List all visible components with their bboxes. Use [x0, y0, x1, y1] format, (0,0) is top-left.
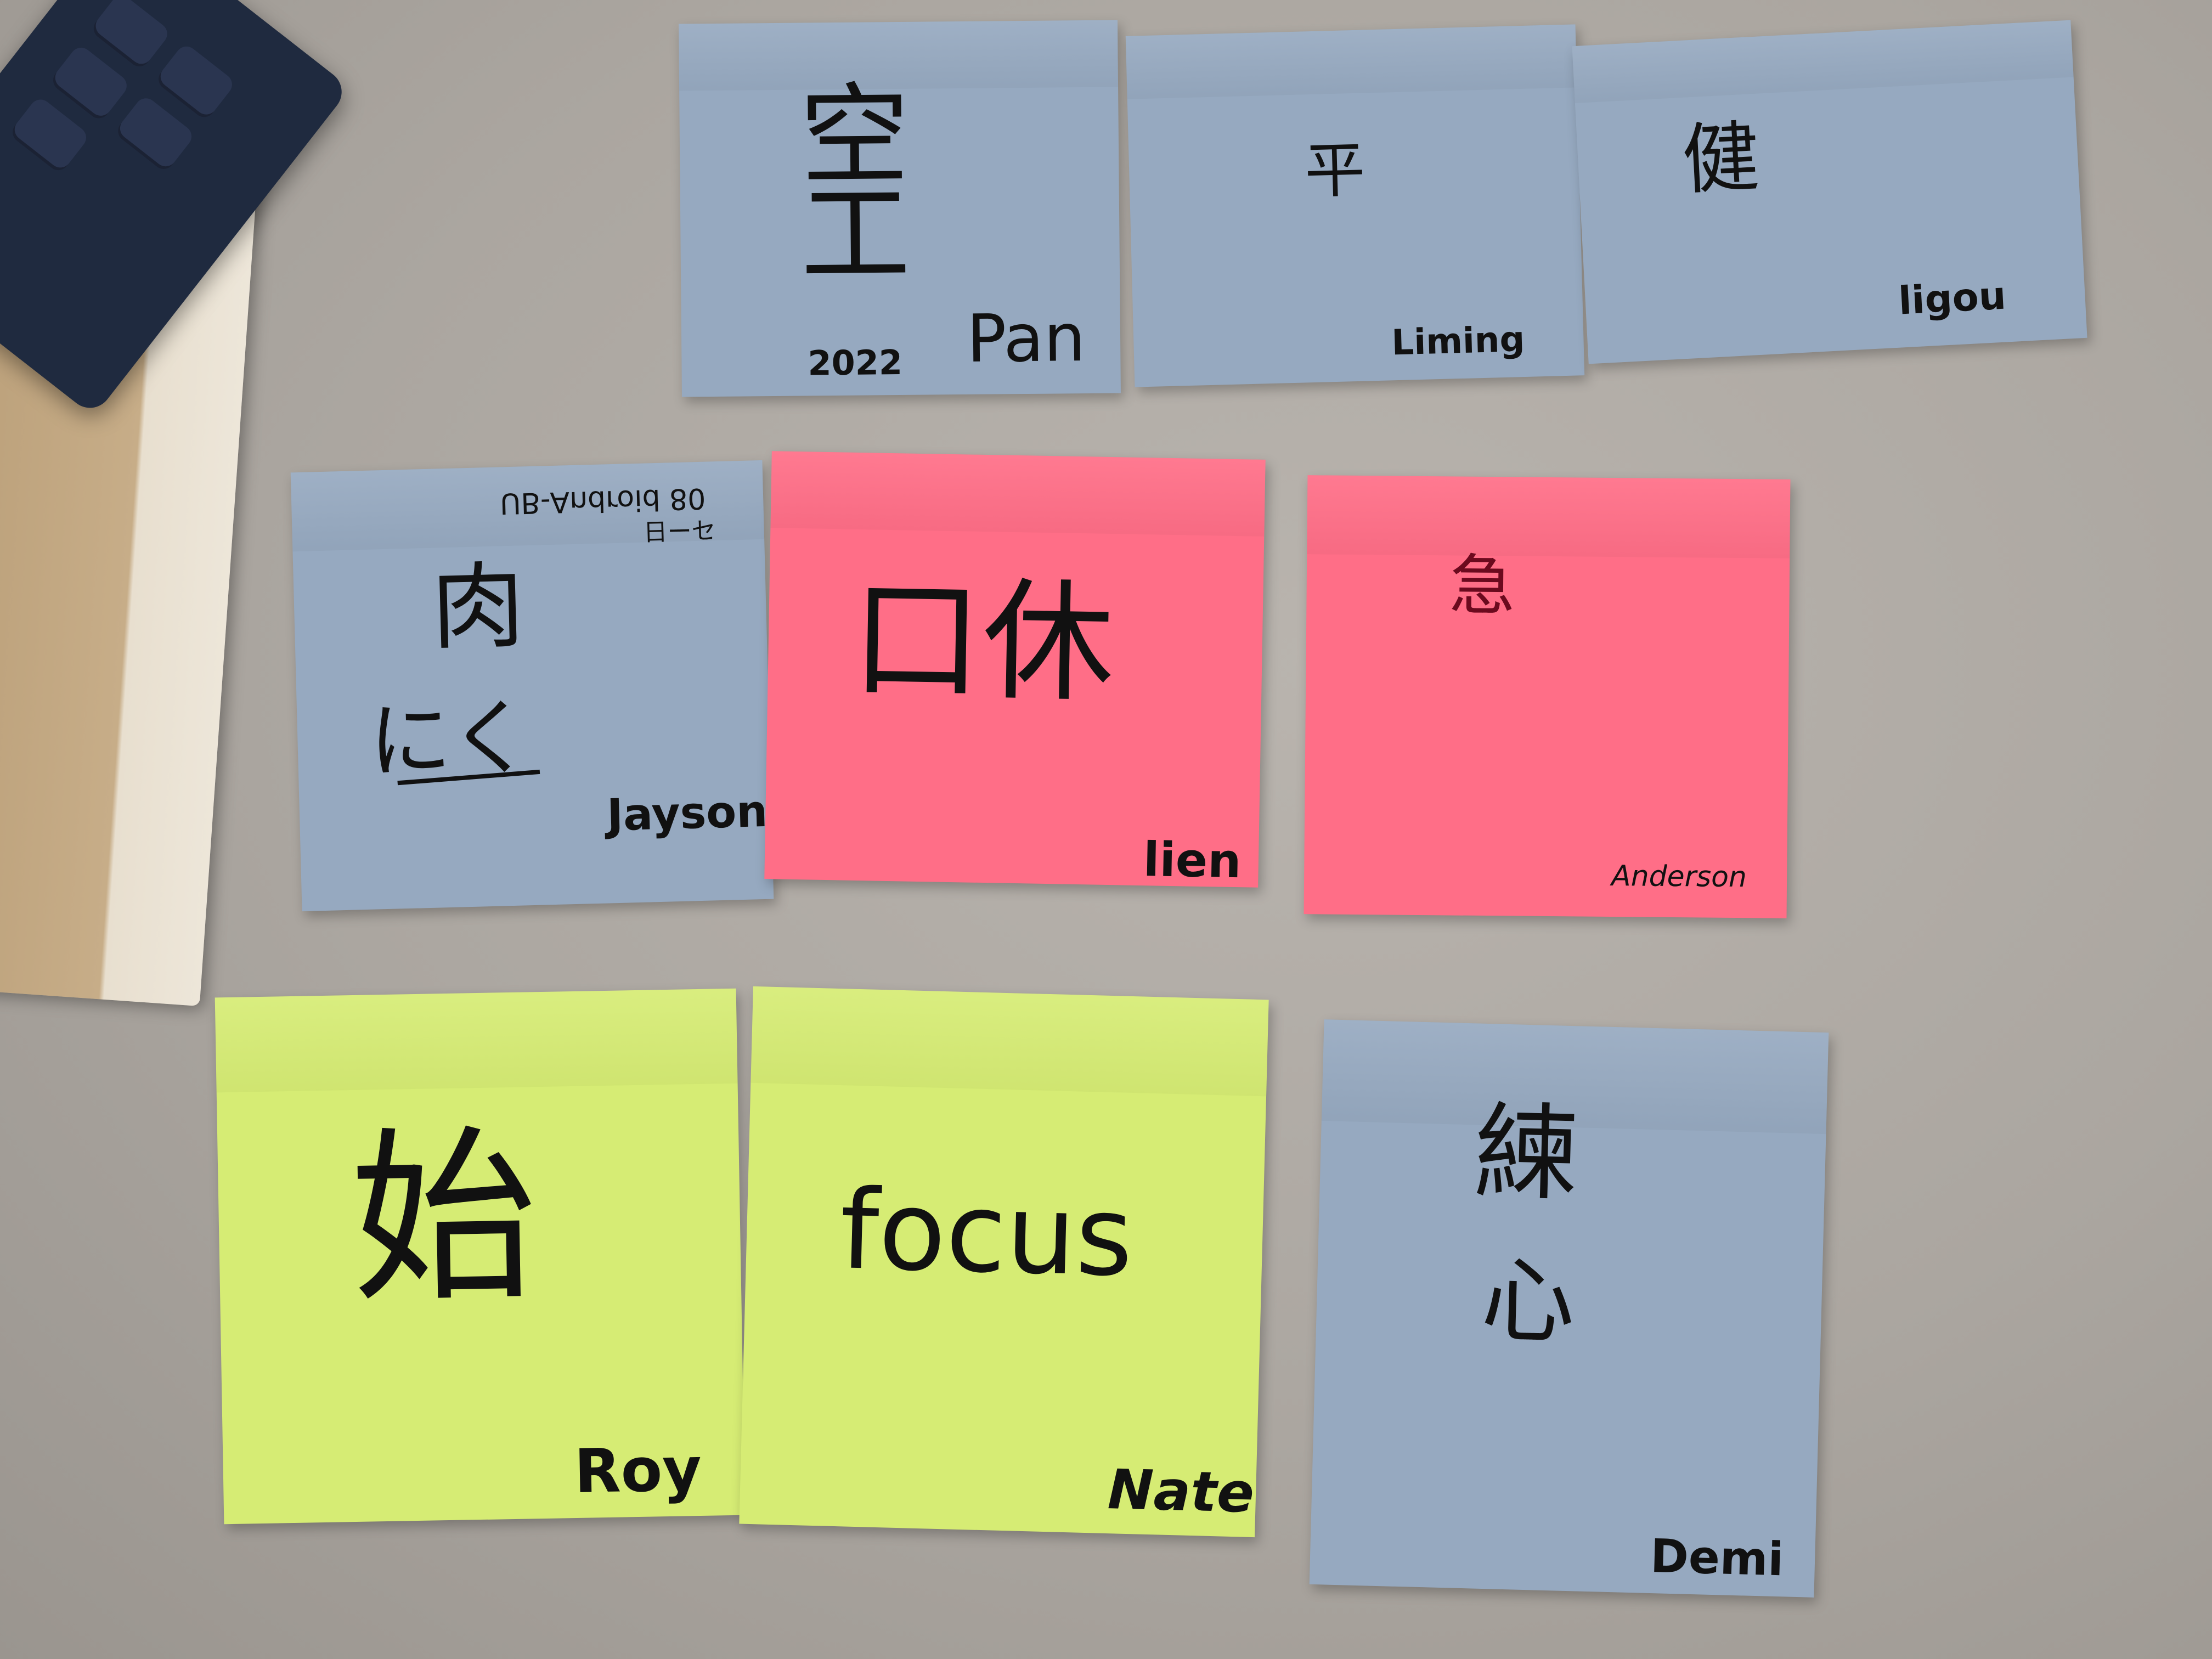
note-reading: にく	[368, 690, 533, 790]
note-stamp: UB-Android 80	[499, 481, 707, 520]
note-kanji: 練	[1472, 1091, 1581, 1216]
sticky-note-demi: 練 心 Demi	[1309, 1019, 1829, 1598]
sticky-note-ligou: 健 ligou	[1572, 20, 2087, 364]
sticky-note-liming: 平 Liming	[1125, 24, 1585, 387]
note-fold	[215, 988, 738, 1093]
note-signature: lien	[1143, 832, 1242, 888]
note-word: focus	[838, 1166, 1135, 1302]
note-year: 2022	[808, 342, 903, 383]
note-fold	[1307, 475, 1791, 558]
note-fold	[1572, 20, 2074, 104]
note-signature: Demi	[1649, 1529, 1785, 1587]
keyboard-key	[8, 95, 91, 175]
sticky-note-pan: 空工 2022 Pan	[679, 20, 1121, 397]
sticky-note-anderson: 急 Anderson	[1304, 475, 1791, 918]
sticky-note-roy: 始 Roy	[215, 988, 746, 1525]
note-signature: Jayson	[606, 785, 769, 841]
note-signature: Anderson	[1611, 860, 1747, 894]
note-signature: Liming	[1391, 319, 1526, 364]
note-stamp-2: 日ーセ	[643, 517, 716, 547]
note-kanji: 空工	[780, 76, 910, 275]
note-stamp-text: UB-Android 80	[499, 481, 707, 520]
note-kanji-2: 心	[1480, 1246, 1576, 1358]
note-signature: Pan	[966, 300, 1086, 377]
note-signature: Nate	[1107, 1457, 1255, 1526]
note-kanji: 健	[1680, 112, 1762, 206]
sticky-note-jayson: UB-Android 80 日ーセ 肉 にく Jayson	[290, 460, 774, 912]
note-signature: Roy	[573, 1434, 702, 1507]
note-fold	[770, 451, 1266, 537]
note-kanji: 平	[1304, 134, 1366, 207]
note-fold	[751, 986, 1269, 1097]
keyboard-key	[114, 94, 196, 174]
note-kanji: 口休	[849, 562, 1116, 721]
keyboard-key	[89, 0, 172, 71]
note-signature: ligou	[1897, 273, 2007, 324]
note-kanji: 始	[348, 1108, 539, 1329]
sticky-note-lien: 口休 lien	[764, 451, 1266, 888]
keyboard-key	[48, 43, 131, 123]
note-fold	[1125, 24, 1577, 99]
sticky-note-nate: focus Nate	[739, 986, 1269, 1538]
note-kanji: 肉	[430, 552, 526, 663]
keyboard-key	[154, 42, 236, 122]
note-kanji: 急	[1449, 548, 1516, 625]
